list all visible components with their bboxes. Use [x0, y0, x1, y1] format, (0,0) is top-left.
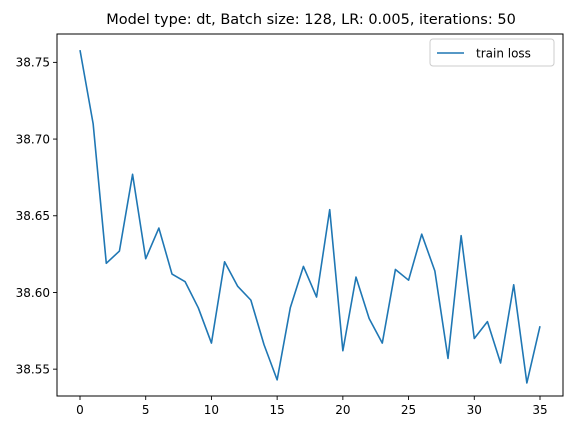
y-tick-label: 38.70: [16, 132, 50, 146]
data-point: [395, 269, 397, 271]
data-point: [447, 358, 449, 360]
data-point: [276, 379, 278, 381]
data-point: [250, 299, 252, 301]
data-point: [171, 273, 173, 275]
data-point: [119, 250, 121, 252]
data-point: [105, 263, 107, 265]
x-tick-label: 10: [204, 403, 219, 417]
data-point: [158, 227, 160, 229]
x-tick-label: 25: [401, 403, 416, 417]
data-point: [487, 321, 489, 323]
data-point: [408, 279, 410, 281]
data-point: [526, 382, 528, 384]
data-point: [500, 362, 502, 364]
legend-label-train-loss: train loss: [476, 47, 531, 61]
x-tick-label: 30: [467, 403, 482, 417]
chart-title: Model type: dt, Batch size: 128, LR: 0.0…: [106, 12, 516, 28]
x-tick-label: 20: [335, 403, 350, 417]
data-point: [460, 235, 462, 237]
x-tick-label: 5: [142, 403, 150, 417]
data-point: [368, 318, 370, 320]
y-tick-label: 38.75: [16, 56, 50, 70]
data-point: [381, 342, 383, 344]
axes-frame: [56, 33, 564, 397]
data-point: [237, 286, 239, 288]
data-point: [132, 174, 134, 176]
data-point: [434, 270, 436, 272]
data-point: [303, 266, 305, 268]
data-point: [421, 233, 423, 235]
data-point: [197, 307, 199, 309]
x-tick-label: 0: [76, 403, 84, 417]
legend: train loss: [429, 38, 555, 67]
y-tick-label: 38.60: [16, 286, 50, 300]
data-point: [355, 276, 357, 278]
x-tick-label: 35: [532, 403, 547, 417]
data-point: [342, 350, 344, 352]
series-line-0: [79, 49, 541, 384]
data-point: [184, 281, 186, 283]
data-point: [473, 338, 475, 340]
y-tick-label: 38.65: [16, 209, 50, 223]
data-point: [92, 123, 94, 125]
data-point: [263, 344, 265, 346]
x-tick-label: 15: [270, 403, 285, 417]
data-point: [513, 284, 515, 286]
marks-layer: 0 5 10 15 20 25 30 35 38.55 38.60 38.65 38.70 38.75: [16, 49, 548, 417]
data-point: [145, 258, 147, 260]
data-point: [79, 49, 81, 51]
data-point: [539, 325, 541, 327]
data-point: [329, 209, 331, 211]
data-point: [224, 261, 226, 263]
data-point: [316, 296, 318, 298]
data-point: [289, 307, 291, 309]
data-point: [211, 342, 213, 344]
y-tick-label: 38.55: [16, 362, 50, 376]
legend-box: [429, 38, 555, 67]
